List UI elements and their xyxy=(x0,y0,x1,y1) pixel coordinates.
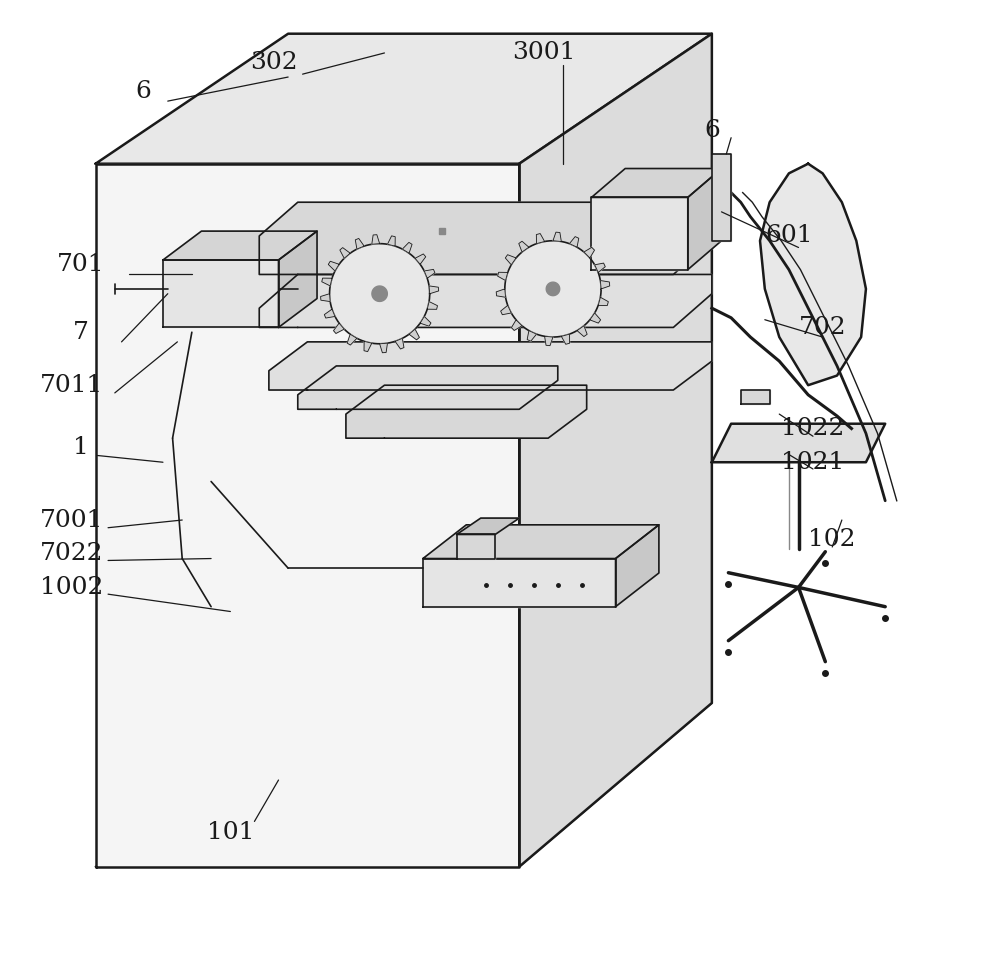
Polygon shape xyxy=(395,338,404,349)
Polygon shape xyxy=(546,282,560,296)
Polygon shape xyxy=(457,534,495,559)
Polygon shape xyxy=(423,525,659,559)
Polygon shape xyxy=(163,260,279,327)
Text: 6: 6 xyxy=(704,118,720,142)
Polygon shape xyxy=(498,273,508,280)
Polygon shape xyxy=(577,325,587,336)
Polygon shape xyxy=(402,243,412,253)
Polygon shape xyxy=(616,525,659,607)
Polygon shape xyxy=(409,329,419,340)
Text: 601: 601 xyxy=(765,224,813,247)
Polygon shape xyxy=(372,286,387,301)
Polygon shape xyxy=(591,197,688,270)
Polygon shape xyxy=(496,289,506,298)
Polygon shape xyxy=(501,305,511,315)
Polygon shape xyxy=(324,309,335,318)
Polygon shape xyxy=(688,169,721,270)
Polygon shape xyxy=(595,263,605,273)
Polygon shape xyxy=(372,235,380,245)
Polygon shape xyxy=(347,334,357,345)
Polygon shape xyxy=(330,244,430,344)
Polygon shape xyxy=(527,330,536,341)
Polygon shape xyxy=(584,247,595,258)
Polygon shape xyxy=(598,298,608,305)
Polygon shape xyxy=(590,313,601,324)
Polygon shape xyxy=(712,424,885,462)
Polygon shape xyxy=(163,231,317,260)
Polygon shape xyxy=(346,385,587,438)
Polygon shape xyxy=(591,169,721,197)
Text: 102: 102 xyxy=(808,528,856,551)
Polygon shape xyxy=(420,317,431,326)
Polygon shape xyxy=(505,241,601,337)
Text: 701: 701 xyxy=(57,253,105,276)
Polygon shape xyxy=(322,278,332,286)
Polygon shape xyxy=(340,247,350,258)
Text: 7022: 7022 xyxy=(40,542,103,565)
Polygon shape xyxy=(600,280,610,289)
Polygon shape xyxy=(364,341,372,351)
Polygon shape xyxy=(741,390,770,404)
Text: 7001: 7001 xyxy=(40,508,103,532)
Polygon shape xyxy=(511,320,522,330)
Polygon shape xyxy=(269,342,712,390)
Polygon shape xyxy=(429,286,439,294)
Polygon shape xyxy=(536,234,545,244)
Polygon shape xyxy=(328,261,339,271)
Polygon shape xyxy=(298,366,558,409)
Polygon shape xyxy=(279,231,317,327)
Polygon shape xyxy=(415,254,426,264)
Polygon shape xyxy=(321,294,330,301)
Polygon shape xyxy=(334,324,344,333)
Polygon shape xyxy=(519,242,529,252)
Polygon shape xyxy=(96,34,712,164)
Polygon shape xyxy=(569,237,579,247)
Text: 6: 6 xyxy=(136,80,152,103)
Polygon shape xyxy=(519,34,712,867)
Polygon shape xyxy=(259,202,712,274)
Text: 1022: 1022 xyxy=(781,417,845,440)
Text: 101: 101 xyxy=(207,821,254,845)
Polygon shape xyxy=(424,270,435,278)
Polygon shape xyxy=(457,518,519,534)
Polygon shape xyxy=(505,254,516,265)
Polygon shape xyxy=(96,703,712,867)
Text: 1021: 1021 xyxy=(781,451,845,474)
Polygon shape xyxy=(380,343,387,352)
Polygon shape xyxy=(561,334,570,344)
Polygon shape xyxy=(760,164,866,385)
Text: 3001: 3001 xyxy=(512,41,575,65)
Polygon shape xyxy=(355,239,364,249)
Polygon shape xyxy=(384,294,413,318)
Text: 7: 7 xyxy=(73,321,89,344)
Text: 7011: 7011 xyxy=(40,374,103,397)
Text: 702: 702 xyxy=(799,316,846,339)
Polygon shape xyxy=(712,154,731,241)
Polygon shape xyxy=(259,274,712,327)
Text: 302: 302 xyxy=(250,51,298,74)
Polygon shape xyxy=(553,232,561,242)
Polygon shape xyxy=(96,164,519,867)
Text: 1002: 1002 xyxy=(40,576,103,599)
Polygon shape xyxy=(545,336,553,346)
Polygon shape xyxy=(423,559,616,607)
Text: 1: 1 xyxy=(73,436,89,459)
Polygon shape xyxy=(387,236,395,247)
Polygon shape xyxy=(427,301,437,309)
